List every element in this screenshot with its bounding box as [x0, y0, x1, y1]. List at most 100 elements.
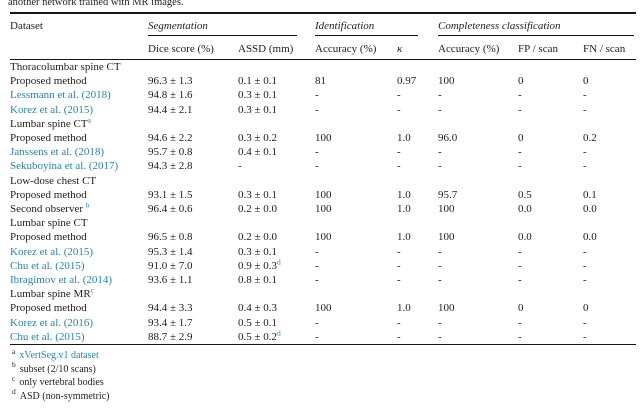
value-cell: - — [315, 89, 319, 102]
value-cell: 0.1 — [583, 188, 597, 201]
citation-link[interactable]: Janssens et al. (2018) — [10, 146, 105, 159]
value-cell: - — [438, 259, 442, 272]
value-cell: 0.5 — [518, 188, 532, 201]
value-cell: - — [315, 146, 319, 159]
method-label: Proposed method — [10, 132, 87, 145]
value-cell: 88.7 ± 2.9 — [148, 330, 193, 343]
value-cell: - — [397, 160, 401, 173]
column-header-fp-per-scan: FP / scan — [518, 40, 584, 60]
footnote-line: d ASD (non-symmetric) — [12, 388, 640, 404]
value-cell: 0.3 ± 0.1 — [238, 103, 278, 116]
value-cell — [148, 174, 238, 188]
citation-link[interactable]: Sekuboyina et al. (2017) — [10, 160, 119, 173]
value-cell: - — [315, 330, 319, 343]
method-label: Second observer b — [10, 202, 90, 216]
table-row: Ibragimov et al. (2014) 93.6 ± 1.1 0.8 ± 0… — [10, 273, 636, 287]
value-cell: - — [397, 274, 401, 287]
value-cell — [148, 60, 238, 75]
value-cell: 93.1 ± 1.5 — [148, 188, 193, 201]
value-cell — [238, 216, 315, 230]
value-cell — [397, 287, 438, 301]
value-cell: 0.0 — [518, 231, 532, 244]
value-cell — [315, 216, 397, 230]
citation-link[interactable]: Ibragimov et al. (2014) — [10, 274, 113, 287]
value-cell: - — [238, 160, 242, 173]
value-cell — [438, 60, 518, 75]
footnote-link[interactable]: xVertSeg.v1 dataset — [19, 350, 99, 362]
column-header-completeness-accuracy: Accuracy (%) — [438, 40, 519, 60]
citation-link[interactable]: Korez et al. (2016) — [10, 316, 94, 329]
column-group-segmentation: Segmentation — [148, 13, 315, 40]
column-header-empty — [10, 40, 148, 60]
value-cell: 0.2 — [583, 132, 597, 145]
dataset-group-row: Thoracolumbar spine CT — [10, 60, 636, 75]
value-cell: - — [518, 160, 522, 173]
method-label: Proposed method — [10, 302, 87, 315]
table-header: Dataset Segmentation Identification Comp… — [10, 13, 637, 60]
value-cell — [238, 117, 315, 131]
value-cell: 100 — [438, 75, 455, 88]
footnote-marker: d — [277, 258, 281, 267]
value-cell — [583, 174, 636, 188]
value-cell: 0.2 ± 0.0 — [238, 203, 278, 216]
value-cell — [583, 60, 636, 75]
value-cell: 0.2 ± 0.0 — [238, 231, 278, 244]
footnote-marker: a — [12, 346, 16, 356]
value-cell: 94.6 ± 2.2 — [148, 132, 193, 145]
table-row: Sekuboyina et al. (2017) 94.3 ± 2.8 - - - - - - — [10, 159, 636, 173]
value-cell: 95.3 ± 1.4 — [148, 245, 193, 258]
dataset-group-row: Low-dose chest CT — [10, 174, 636, 188]
value-cell: - — [518, 330, 522, 343]
value-cell: 1.0 — [397, 231, 411, 244]
value-cell: 93.6 ± 1.1 — [148, 274, 193, 287]
value-cell: - — [397, 259, 401, 272]
table-row: Proposed method 94.4 ± 3.3 0.4 ± 0.3 100 1.0… — [10, 301, 636, 315]
value-cell: 0.9 ± 0.3d — [238, 258, 281, 272]
table-row: Korez et al. (2015) 95.3 ± 1.4 0.3 ± 0.1 - -… — [10, 245, 636, 259]
value-cell: 0.4 ± 0.1 — [238, 146, 278, 159]
value-cell: 91.0 ± 7.0 — [148, 259, 193, 272]
value-cell: - — [583, 103, 587, 116]
value-cell: 0.97 — [397, 75, 417, 88]
value-cell: - — [583, 245, 587, 258]
citation-link[interactable]: Korez et al. (2015) — [10, 103, 94, 116]
table-row: Second observer b 96.4 ± 0.6 0.2 ± 0.0 100 1… — [10, 202, 636, 216]
value-cell: 96.4 ± 0.6 — [148, 203, 193, 216]
value-cell — [518, 117, 583, 131]
table-row: Korez et al. (2016) 93.4 ± 1.7 0.5 ± 0.1 - -… — [10, 316, 636, 330]
dataset-group-row: Lumbar spine MRc — [10, 287, 636, 301]
dataset-group-label: Lumbar spine CTa — [10, 116, 91, 130]
value-cell: 95.7 — [438, 188, 458, 201]
footnote-line: b subset (2/10 scans) — [12, 361, 640, 377]
value-cell: - — [518, 274, 522, 287]
value-cell: - — [315, 103, 319, 116]
value-cell: - — [518, 146, 522, 159]
value-cell: 0.1 ± 0.1 — [238, 75, 278, 88]
citation-link[interactable]: Korez et al. (2015) — [10, 245, 94, 258]
value-cell: 0 — [583, 302, 589, 315]
value-cell: 100 — [438, 302, 455, 315]
value-cell: - — [583, 160, 587, 173]
table-caption-fragment: another network trained with MR images. — [8, 0, 184, 8]
value-cell — [148, 117, 238, 131]
value-cell — [397, 174, 438, 188]
value-cell: - — [438, 146, 442, 159]
value-cell: - — [518, 103, 522, 116]
footnote-marker: a — [87, 116, 91, 125]
table-row: Janssens et al. (2018) 95.7 ± 0.8 0.4 ± 0.… — [10, 145, 636, 159]
value-cell: - — [315, 274, 319, 287]
value-cell — [397, 117, 438, 131]
value-cell: - — [438, 330, 442, 343]
value-cell: 81 — [315, 75, 327, 88]
method-label: Proposed method — [10, 231, 87, 244]
value-cell: 1.0 — [397, 302, 411, 315]
citation-link[interactable]: Chu et al. (2015) — [10, 330, 85, 343]
footnote-text: subset (2/10 scans) — [19, 363, 96, 375]
value-cell — [438, 216, 518, 230]
citation-link[interactable]: Chu et al. (2015) — [10, 259, 85, 272]
value-cell: 0.3 ± 0.1 — [238, 89, 278, 102]
value-cell — [518, 174, 583, 188]
citation-link[interactable]: Lessmann et al. (2018) — [10, 89, 111, 102]
value-cell — [238, 287, 315, 301]
dataset-group-label: Thoracolumbar spine CT — [10, 61, 121, 73]
